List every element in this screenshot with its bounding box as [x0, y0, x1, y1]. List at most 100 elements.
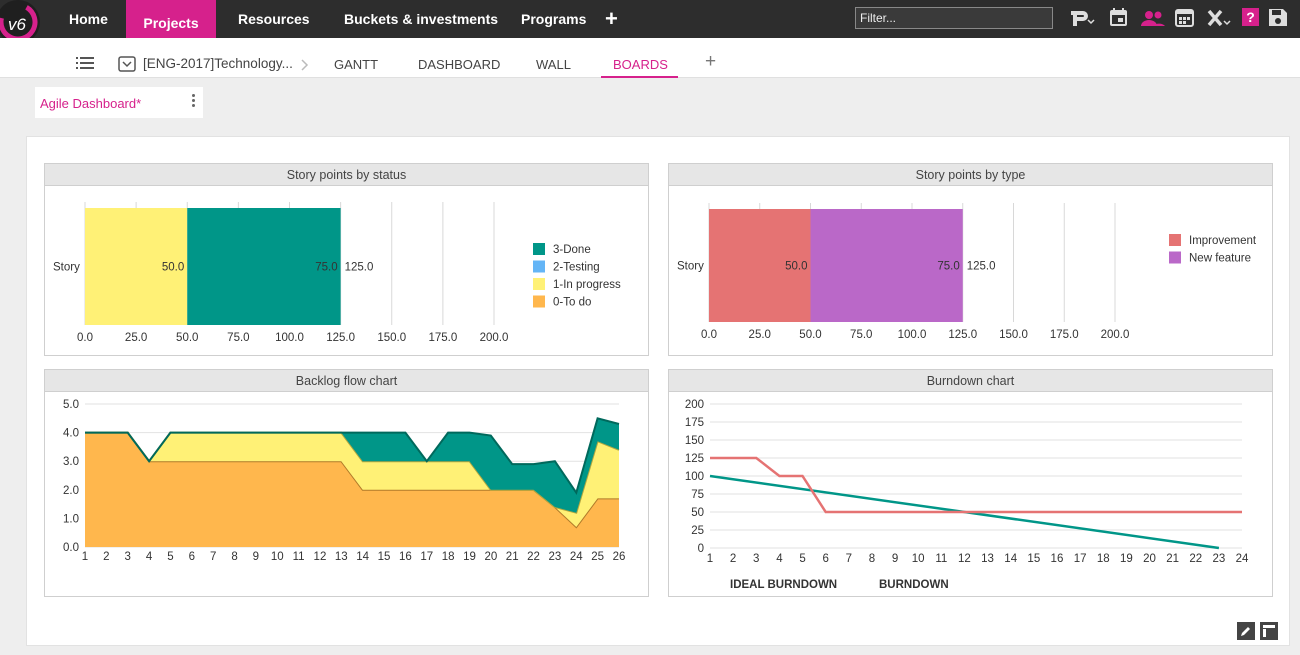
x-tick-label: 175.0	[1050, 329, 1079, 341]
tab-boards[interactable]: BOARDS	[613, 57, 668, 72]
x-tick-label: 14	[356, 551, 369, 563]
bar-segment	[709, 209, 811, 322]
project-breadcrumb[interactable]: [ENG-2017]Technology...	[143, 56, 293, 71]
x-tick-label: 150.0	[377, 332, 406, 344]
excel-dropdown-icon[interactable]	[1206, 6, 1234, 30]
project-dropdown-icon[interactable]	[118, 56, 136, 72]
legend-swatch	[533, 260, 545, 273]
add-tab-button[interactable]: +	[705, 51, 717, 72]
bar-segment	[187, 208, 341, 325]
x-tick-label: 5	[799, 553, 805, 565]
y-tick-label: 175	[685, 417, 704, 429]
x-tick-label: 15	[378, 551, 391, 563]
project-subnavigation: [ENG-2017]Technology... GANTT DASHBOARD …	[0, 38, 1300, 78]
x-tick-label: 25.0	[749, 329, 771, 341]
save-icon[interactable]	[1267, 6, 1289, 30]
nav-programs[interactable]: Programs	[521, 11, 587, 27]
y-tick-label: 2.0	[63, 485, 79, 497]
dashboard-tab-label: Agile Dashboard*	[40, 96, 142, 111]
y-tick-label: 50	[691, 507, 704, 519]
legend-label: 3-Done	[553, 244, 591, 256]
nav-home[interactable]: Home	[69, 11, 108, 27]
y-tick-label: 150	[685, 435, 704, 447]
edit-icon[interactable]	[1237, 622, 1255, 640]
x-tick-label: 2	[103, 551, 109, 563]
line-series	[710, 456, 1242, 514]
y-tick-label: 3.0	[63, 456, 79, 468]
x-tick-label: 100.0	[898, 329, 927, 341]
x-tick-label: 23	[549, 551, 562, 563]
category-label: Story	[53, 262, 80, 274]
filter-input[interactable]: Filter...	[855, 7, 1053, 29]
y-tick-label: 100	[685, 471, 704, 483]
team-icon[interactable]	[1140, 6, 1166, 30]
x-tick-label: 12	[958, 553, 971, 565]
legend-label: 2-Testing	[553, 262, 600, 274]
x-tick-label: 10	[271, 551, 284, 563]
widget-title: Backlog flow chart	[45, 370, 648, 392]
tab-dashboard[interactable]: DASHBOARD	[418, 57, 501, 72]
legend-swatch	[533, 295, 545, 308]
tab-wall[interactable]: WALL	[536, 57, 571, 72]
burndown-widget: Burndown chart 0 25 50 75 100 125 150 175 200 1 2 3…	[668, 369, 1273, 597]
x-tick-label: 10	[912, 553, 925, 565]
legend-label: BURNDOWN	[879, 579, 949, 591]
list-menu-icon[interactable]	[76, 56, 94, 70]
x-tick-label: 4	[776, 553, 783, 565]
x-tick-label: 20	[1143, 553, 1156, 565]
help-icon[interactable]: ?	[1240, 6, 1262, 30]
more-vertical-icon[interactable]	[192, 94, 196, 109]
story-points-by-status-widget: Story points by status 0.0 25.0 50.0 75.0 10…	[44, 163, 649, 356]
x-tick-label: 125.0	[326, 332, 355, 344]
nav-projects[interactable]: Projects	[126, 0, 216, 45]
story-points-by-type-widget: Story points by type 0.0 25.0 50.0 75.0 100.…	[668, 163, 1273, 356]
v6-logo-icon[interactable]: v6	[0, 0, 44, 50]
x-tick-label: 50.0	[799, 329, 821, 341]
layout-icon[interactable]	[1260, 622, 1278, 640]
svg-text:v6: v6	[8, 15, 27, 34]
category-label: Story	[677, 261, 704, 273]
schedule-icon[interactable]	[1174, 6, 1196, 30]
x-tick-label: 6	[189, 551, 195, 563]
x-tick-label: 3	[753, 553, 759, 565]
x-tick-label: 20	[484, 551, 497, 563]
y-tick-label: 1.0	[63, 513, 79, 525]
x-tick-label: 4	[146, 551, 153, 563]
x-tick-label: 19	[463, 551, 476, 563]
pointer-dropdown-icon[interactable]	[1068, 6, 1098, 30]
widget-title: Burndown chart	[669, 370, 1272, 392]
active-tab-indicator	[601, 76, 678, 78]
tab-gantt[interactable]: GANTT	[334, 57, 379, 72]
total-label: 125.0	[967, 261, 996, 273]
story-points-by-status-chart: 0.0 25.0 50.0 75.0 100.0 125.0 150.0 175.0 200.0…	[53, 202, 621, 344]
backlog-flow-chart: 0.01.02.03.04.05.01 2 3 4 5 6 7 8 9 10 11 12 13 14 15 1…	[63, 399, 625, 563]
x-tick-label: 19	[1120, 553, 1133, 565]
x-tick-label: 13	[981, 553, 994, 565]
x-tick-label: 175.0	[428, 332, 457, 344]
widget-title: Story points by type	[669, 164, 1272, 186]
x-tick-label: 21	[506, 551, 519, 563]
x-tick-label: 75.0	[227, 332, 249, 344]
legend-label: New feature	[1189, 253, 1251, 265]
x-tick-label: 1	[82, 551, 88, 563]
nav-buckets-investments[interactable]: Buckets & investments	[344, 11, 499, 27]
x-tick-label: 24	[1236, 553, 1249, 565]
legend-swatch	[533, 278, 545, 290]
x-tick-label: 3	[125, 551, 131, 563]
x-tick-label: 9	[892, 553, 898, 565]
x-tick-label: 17	[1074, 553, 1087, 565]
x-tick-label: 11	[935, 553, 947, 565]
nav-resources[interactable]: Resources	[238, 11, 310, 27]
x-tick-label: 14	[1004, 553, 1017, 565]
x-tick-label: 1	[707, 553, 713, 565]
calendar-icon[interactable]	[1108, 6, 1130, 30]
x-tick-label: 16	[1051, 553, 1064, 565]
y-tick-label: 75	[691, 489, 704, 501]
add-nav-button[interactable]: +	[605, 6, 618, 31]
legend-swatch	[533, 243, 545, 255]
x-tick-label: 200.0	[480, 332, 509, 344]
x-tick-label: 17	[420, 551, 433, 563]
x-tick-label: 25.0	[125, 332, 147, 344]
dashboard-tab[interactable]: Agile Dashboard*	[35, 87, 203, 118]
